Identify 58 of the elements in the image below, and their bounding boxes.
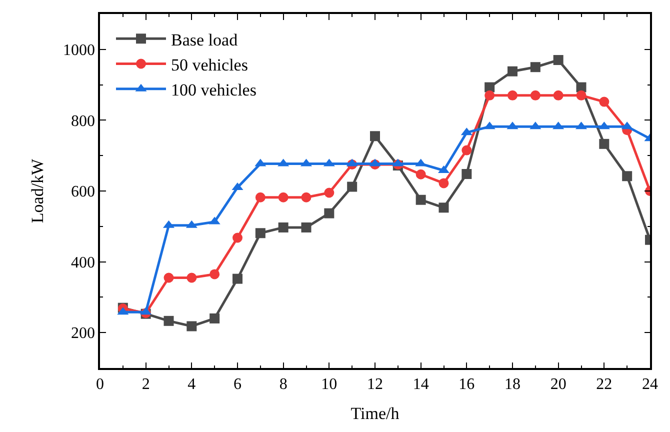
point xyxy=(530,90,540,100)
y-tick-label: 200 xyxy=(71,325,96,342)
point xyxy=(301,192,312,202)
x-tick-label: 16 xyxy=(458,376,475,393)
point xyxy=(324,188,334,198)
point xyxy=(232,274,242,284)
y-axis-title: Load/kW xyxy=(28,158,48,224)
point xyxy=(508,90,518,100)
y-tick-label: 1000 xyxy=(63,42,96,59)
point xyxy=(530,62,540,72)
point xyxy=(553,55,564,66)
point xyxy=(599,96,610,107)
y-tick-label: 400 xyxy=(71,254,96,272)
x-tick-label: 8 xyxy=(279,376,288,393)
point xyxy=(599,138,610,149)
point xyxy=(462,145,472,156)
point xyxy=(164,272,174,283)
point xyxy=(255,192,266,202)
y-tick-label: 600 xyxy=(71,184,96,201)
point xyxy=(164,316,174,326)
legend-label: 100 vehicles xyxy=(171,80,256,100)
point xyxy=(576,90,586,100)
point xyxy=(553,90,564,100)
point xyxy=(186,321,197,332)
point xyxy=(278,192,288,202)
point xyxy=(508,66,518,76)
point xyxy=(438,202,449,213)
x-tick-label: 6 xyxy=(234,376,242,393)
x-tick-label: 10 xyxy=(321,376,338,393)
point xyxy=(255,228,266,238)
legend-label: 50 vehicles xyxy=(171,55,248,74)
x-axis-title: Time/h xyxy=(350,404,400,423)
x-tick-label: 22 xyxy=(596,376,612,393)
point xyxy=(370,131,380,142)
y-tick-label: 800 xyxy=(71,112,96,130)
x-tick-label: 2 xyxy=(142,376,150,393)
point xyxy=(301,222,312,232)
point xyxy=(484,90,495,100)
point xyxy=(462,169,472,180)
point xyxy=(210,313,220,324)
x-tick-label: 14 xyxy=(412,376,429,393)
point xyxy=(416,169,426,180)
legend-label: Base load xyxy=(171,30,238,50)
point xyxy=(232,232,242,243)
point xyxy=(438,178,449,188)
x-tick-label: 24 xyxy=(642,376,658,393)
x-tick-label: 12 xyxy=(367,376,383,393)
point xyxy=(324,208,334,218)
point xyxy=(347,182,358,192)
x-tick-label: 0 xyxy=(96,376,104,393)
point xyxy=(416,194,426,205)
point xyxy=(210,269,220,280)
point xyxy=(622,171,632,182)
point xyxy=(186,272,197,283)
point xyxy=(278,222,288,232)
x-tick-label: 4 xyxy=(188,376,196,393)
x-tick-label: 20 xyxy=(550,376,566,393)
x-tick-label: 18 xyxy=(504,376,520,393)
